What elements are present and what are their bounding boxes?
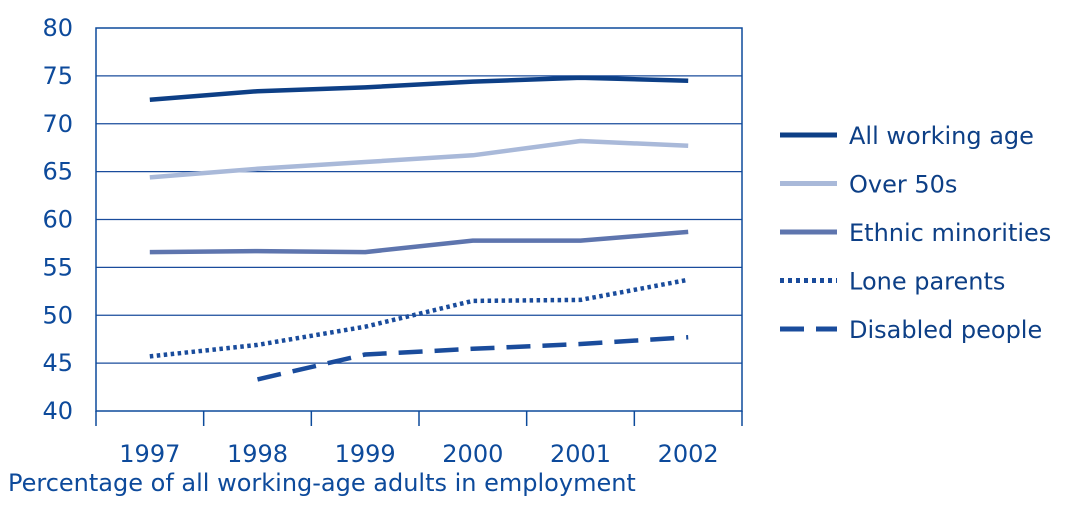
gridlines [96, 75, 742, 364]
y-tick-label: 40 [42, 397, 73, 425]
x-tick-label: 1997 [119, 440, 180, 468]
y-tick-label: 45 [42, 349, 73, 377]
legend: All working age Over 50s Ethnic minorities… [780, 122, 1051, 344]
x-tick-label: 1998 [227, 440, 288, 468]
y-tick-label: 80 [42, 14, 73, 42]
x-tick-label: 2000 [442, 440, 503, 468]
series-line-4 [256, 335, 689, 382]
plot-area-border [95, 27, 743, 412]
x-tick-label: 2001 [550, 440, 611, 468]
series-line-0 [149, 75, 689, 103]
x-axis-label: Percentage of all working-age adults in … [8, 469, 636, 497]
y-axis-tick-labels: 40 45 50 55 60 65 70 75 80 [42, 14, 73, 425]
y-tick-label: 65 [42, 158, 73, 186]
x-tick-label: 2002 [658, 440, 719, 468]
y-tick-label: 75 [42, 62, 73, 90]
y-tick-label: 70 [42, 110, 73, 138]
x-tick-label: 1999 [335, 440, 396, 468]
y-tick-label: 60 [42, 206, 73, 234]
legend-label: Lone parents [849, 268, 1005, 296]
series-line-1 [149, 138, 689, 180]
legend-label: Over 50s [849, 171, 957, 199]
legend-label: Disabled people [849, 316, 1042, 344]
legend-label: Ethnic minorities [849, 219, 1051, 247]
y-tick-label: 55 [42, 253, 73, 281]
legend-label: All working age [849, 122, 1034, 150]
series-lines [149, 75, 689, 382]
x-axis: 1997 1998 1999 2000 2001 2002 [95, 411, 743, 468]
y-tick-label: 50 [42, 301, 73, 329]
series-line-2 [149, 229, 689, 255]
series-line-3 [149, 277, 689, 359]
